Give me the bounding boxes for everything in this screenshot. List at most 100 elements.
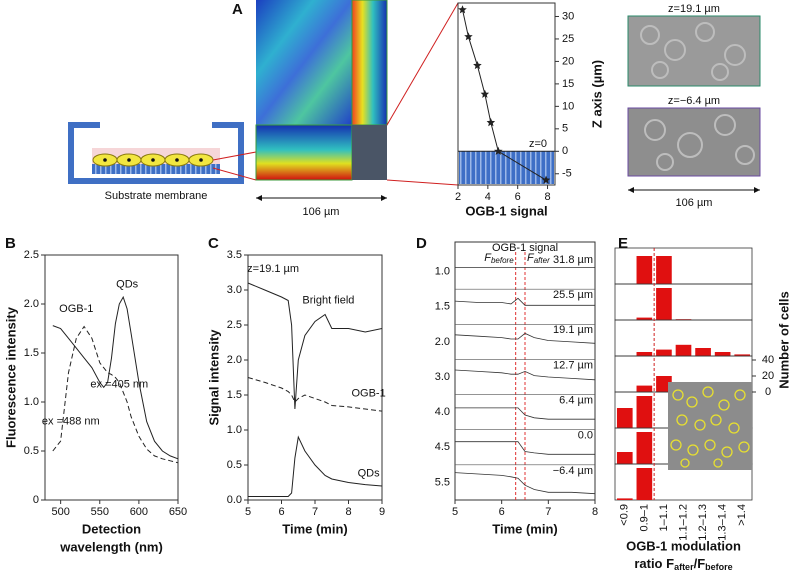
x-axis-label-part: ratio F [634,556,674,571]
bar [636,352,653,356]
bar [636,396,653,428]
x-tick-label: 2 [455,191,461,203]
y-tick-label: 1.5 [24,347,39,359]
star-marker [494,146,503,155]
marker-sub: after [534,256,550,265]
y-tick-label: 0 [562,145,568,157]
series-label: OGB-1 [351,388,385,400]
bar [656,256,672,284]
series-label: OGB-1 [59,303,93,315]
y-tick-label: 2.5 [227,319,242,331]
annotation: z=−6.4 µm [668,95,720,107]
y-tick-label: 40 [762,354,774,366]
star-marker [541,175,551,184]
x-tick-label: 1.1–1.2 [677,504,689,541]
y-tick-label: 3.0 [227,284,242,296]
marker-label: Fbefore [484,252,514,265]
star-marker [480,89,490,98]
row-frame [614,283,753,321]
y-tick-label: 0 [33,494,39,506]
panel-letter: C [208,235,219,252]
x-tick-label: <0.9 [619,504,631,526]
annotation: 106 µm [676,197,713,209]
y-axis-label: Number of cells [776,291,791,389]
x-tick-label: 5 [245,506,251,518]
row-z-label: 12.7 µm [553,359,593,371]
y-tick-label: 10 [562,100,574,112]
marker-f: F [527,252,535,264]
x-tick-label: 5 [452,506,458,518]
star-marker [464,32,473,41]
x-tick-label: 8 [345,506,351,518]
y-tick-label: 1.0 [24,396,39,408]
x-axis-label-part: before [705,562,733,572]
y-tick-label: 2.0 [227,354,242,366]
y-axis-label: Fluorescence intensity [3,306,18,448]
bar [616,452,633,464]
x-axis-label: Time (min) [282,521,348,536]
x-axis-label-part: /F [694,556,706,571]
x-axis-label-part: after [674,562,694,572]
bar [636,468,653,500]
panel-letter: A [232,1,243,18]
data-line [247,377,383,412]
trace [454,472,596,495]
heatmaps [255,0,459,201]
annotation: Substrate membrane [105,190,208,202]
x-tick-label: 1.3–1.4 [717,504,729,541]
star-marker [458,5,467,14]
data-line [52,295,179,460]
schematic [68,122,257,184]
row-z-label: 19.1 µm [553,324,593,336]
marker-sub: before [491,256,514,265]
y-tick-label: 20 [562,55,574,67]
y-tick-label: 0.5 [24,445,39,457]
row-label: 2.0 [435,336,450,348]
panel-letter: B [5,235,16,252]
row-label: 4.5 [435,441,450,453]
row-frame [614,247,753,285]
bar [656,349,672,356]
annotation: 106 µm [303,206,340,218]
annotation: ex =405 nm [90,378,148,390]
data-line [247,282,383,410]
annotation: z=19.1 µm [247,263,299,275]
y-tick-label: -5 [562,168,572,180]
row-label: 1.5 [435,301,450,313]
x-axis-label: wavelength (nm) [59,539,163,554]
marker-label: Fafter [527,252,550,265]
x-axis-label: OGB-1 modulation [626,538,741,553]
bar [695,348,711,356]
plot-frame [44,254,179,501]
x-tick-label: 600 [130,506,148,518]
row-label: 5.5 [435,476,450,488]
y-tick-label: 0.0 [227,494,242,506]
x-tick-label: >1.4 [736,504,748,526]
y-tick-label: 25 [562,33,574,45]
x-tick-label: 1.2–1.3 [697,504,709,541]
bar [656,288,672,320]
y-tick-label: 2.0 [24,298,39,310]
y-tick-label: 30 [562,10,574,22]
x-tick-label: 650 [169,506,187,518]
y-tick-label: 3.5 [227,249,242,261]
y-axis-label: Z axis (µm) [589,60,604,128]
data-line [248,435,383,497]
x-tick-label: 6 [278,506,284,518]
bar [636,317,653,320]
x-axis-label: OGB-1 signal [465,203,547,218]
y-tick-label: 20 [762,370,774,382]
x-axis-label: ratio Fafter/Fbefore [634,556,732,572]
row-label: 4.0 [435,406,450,418]
bar [636,385,653,392]
x-tick-label: 9 [379,506,385,518]
x-axis-label: Detection [82,521,141,536]
y-tick-label: 2.5 [24,249,39,261]
row-z-label: 25.5 µm [553,289,593,301]
y-tick-label: 5 [562,123,568,135]
bar [636,256,653,284]
bar [636,432,653,464]
trace [454,297,595,306]
x-tick-label: 500 [51,506,69,518]
